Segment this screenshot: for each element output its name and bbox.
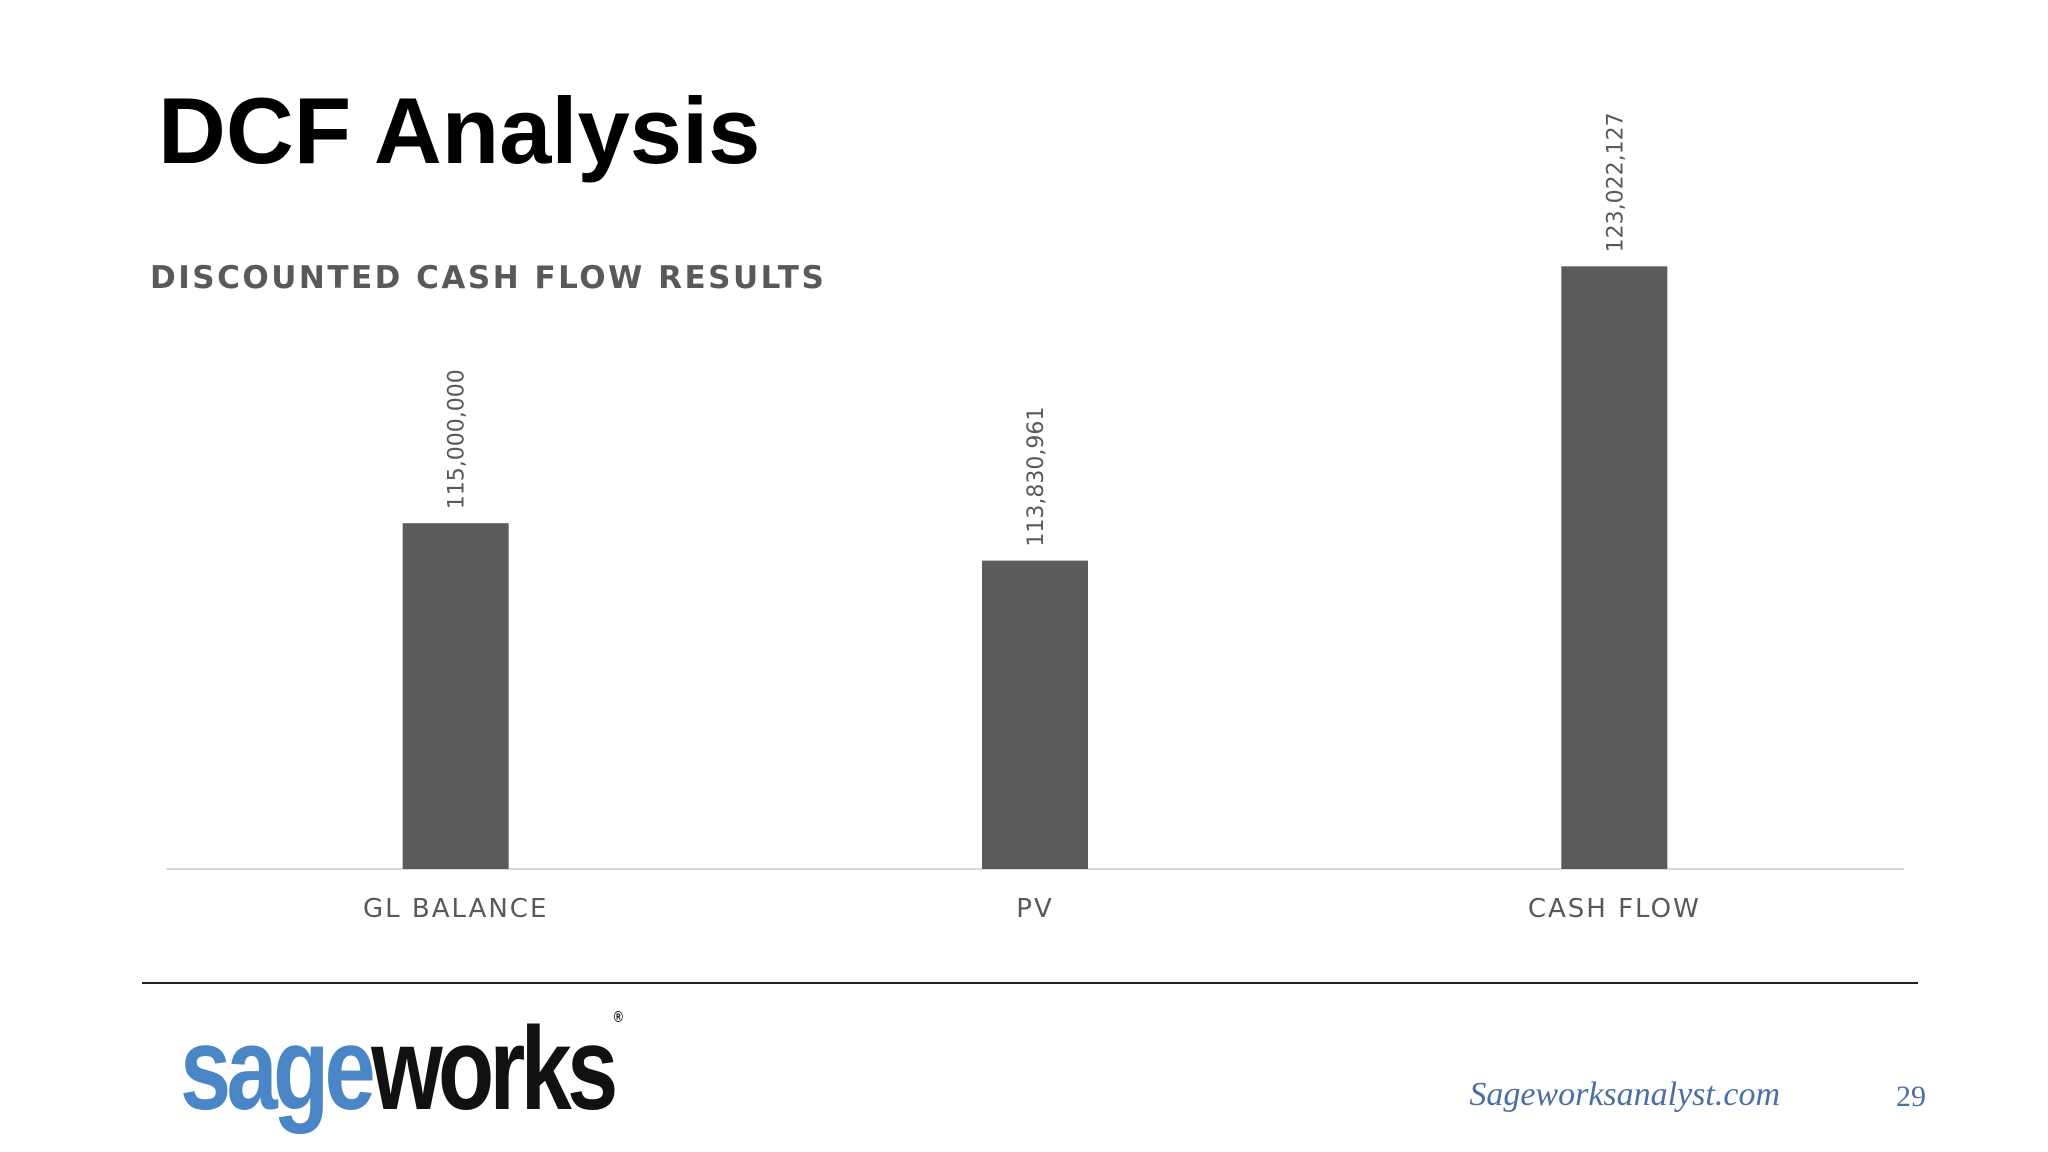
page-number: 29 [1896,1080,1926,1113]
data-label: 123,022,127 [1603,112,1628,252]
footer-divider [142,982,1918,984]
data-label: 115,000,000 [445,369,470,509]
x-tick-label: CASH FLOW [1528,894,1701,924]
website-link[interactable]: Sageworksanalyst.com [1469,1076,1780,1113]
data-label: 113,830,961 [1024,407,1049,547]
registered-mark: ® [613,1009,623,1026]
bar-pv [982,560,1088,869]
logo-part-a: sage [180,1003,376,1135]
sageworks-logo: sageworks® [180,1009,623,1129]
x-tick-label: GL BALANCE [363,894,548,924]
logo-part-b: works [371,1003,618,1135]
chart-title: DISCOUNTED CASH FLOW RESULTS [150,260,827,296]
x-tick-label: PV [1016,894,1053,924]
slide-title: DCF Analysis [158,78,761,183]
bar-gl-balance [402,523,509,869]
bar-cash-flow [1561,266,1668,870]
